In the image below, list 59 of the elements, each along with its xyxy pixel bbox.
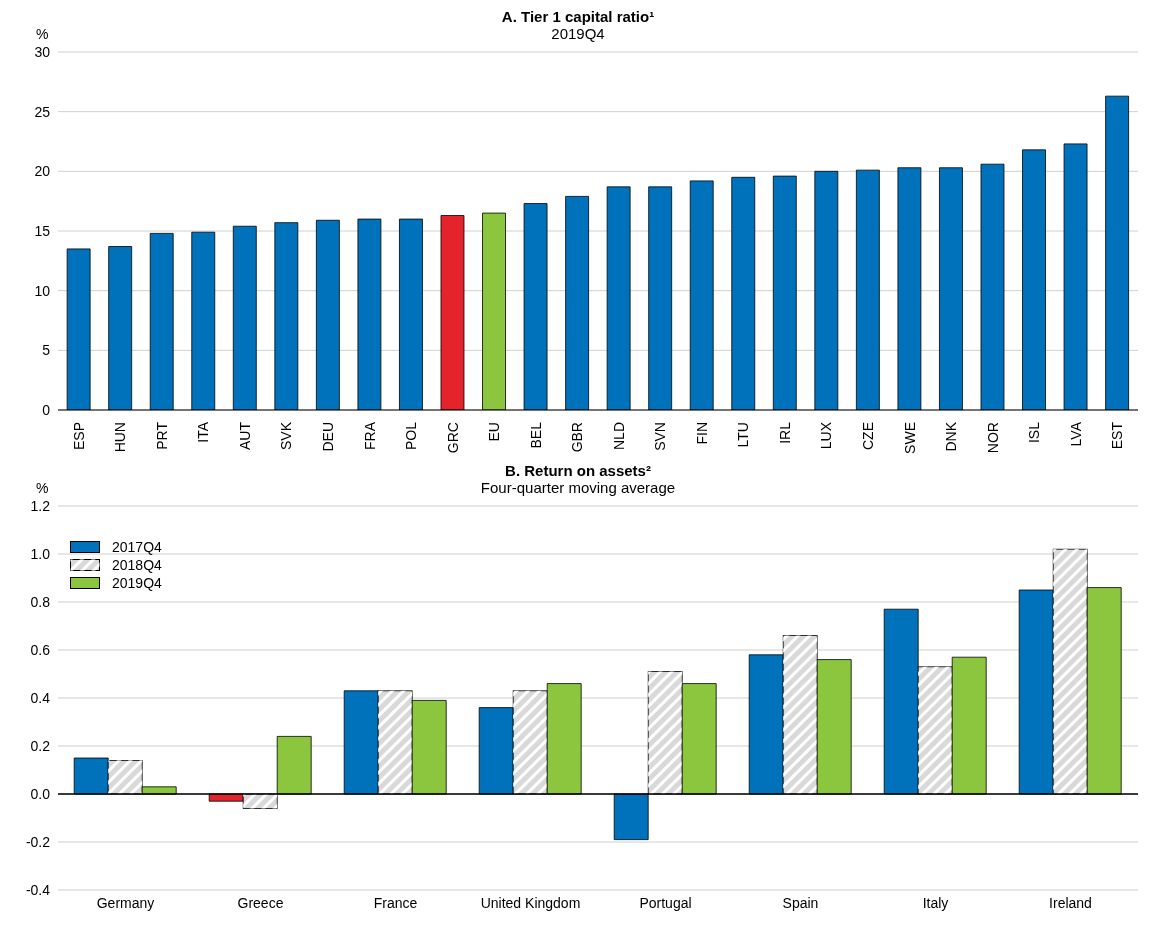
x-tick-label: Spain [782, 894, 819, 911]
x-tick-label: CZE [860, 422, 876, 450]
x-tick-label: SWE [901, 422, 918, 454]
x-tick-label: FRA [361, 421, 378, 450]
x-tick-label: Portugal [639, 894, 692, 911]
chart-subtitle: Four-quarter moving average [480, 479, 676, 496]
x-tick-label: Italy [922, 894, 949, 911]
x-tick-label: Ireland [1049, 894, 1092, 911]
y-tick-label: 30 [34, 43, 51, 60]
x-tick-label: SVK [278, 421, 295, 451]
x-tick-label: United Kingdom [480, 894, 581, 911]
y-tick-label: 0.6 [30, 641, 51, 658]
x-tick-label: PRT [153, 421, 170, 450]
y-tick-label: 15 [34, 222, 51, 239]
chart-subtitle: 2019Q4 [551, 25, 605, 42]
x-tick-label: HUN [112, 422, 129, 453]
x-tick-label: SVN [652, 422, 669, 451]
y-tick-label: 1.2 [30, 497, 51, 514]
y-tick-label: -0.2 [25, 833, 51, 850]
y-tick-label: 1.0 [30, 545, 51, 562]
x-tick-label: NLD [610, 422, 627, 451]
y-tick-label: 20 [34, 163, 51, 180]
y-tick-label: 0.2 [30, 737, 51, 754]
legend-label: 2019Q4 [112, 574, 162, 592]
x-tick-label: ITA [195, 421, 212, 443]
x-tick-label: POL [403, 421, 420, 451]
x-tick-label: GRC [444, 422, 461, 454]
x-tick-label: IRL [776, 421, 793, 444]
x-tick-label: LVA [1067, 421, 1084, 447]
chart-title: B. Return on assets² [504, 462, 652, 479]
y-tick-label: 0.8 [30, 593, 51, 610]
x-tick-label: ESP [70, 422, 87, 451]
y-tick-label: 10 [34, 282, 51, 299]
x-tick-label: Germany [96, 894, 155, 911]
x-tick-label: GBR [569, 422, 586, 453]
legend-label: 2017Q4 [112, 538, 162, 556]
x-tick-label: LUX [818, 421, 835, 450]
y-tick-label: -0.4 [25, 881, 51, 898]
x-tick-label: Greece [237, 894, 284, 911]
x-tick-label: DNK [943, 421, 960, 452]
y-tick-label: 25 [34, 103, 51, 120]
y-tick-label: 0.4 [30, 689, 51, 706]
x-tick-label: AUT [236, 421, 253, 450]
x-tick-label: EST [1109, 421, 1126, 450]
x-tick-label: DEU [320, 422, 336, 452]
x-tick-label: LTU [735, 422, 752, 448]
y-tick-label: 5 [42, 342, 51, 359]
y-axis-title: % [36, 26, 49, 42]
y-axis-title: % [36, 480, 49, 496]
legend-label: 2018Q4 [112, 556, 162, 574]
chart-title: A. Tier 1 capital ratio¹ [500, 8, 656, 25]
x-tick-label: ISL [1026, 421, 1043, 444]
y-tick-label: 0.0 [30, 785, 51, 802]
x-tick-label: NOR [984, 422, 1001, 454]
x-tick-label: BEL [527, 421, 544, 449]
x-tick-label: EU [486, 422, 503, 442]
y-tick-label: 0 [42, 401, 51, 418]
x-tick-label: FIN [693, 422, 710, 445]
x-tick-label: France [373, 894, 418, 911]
